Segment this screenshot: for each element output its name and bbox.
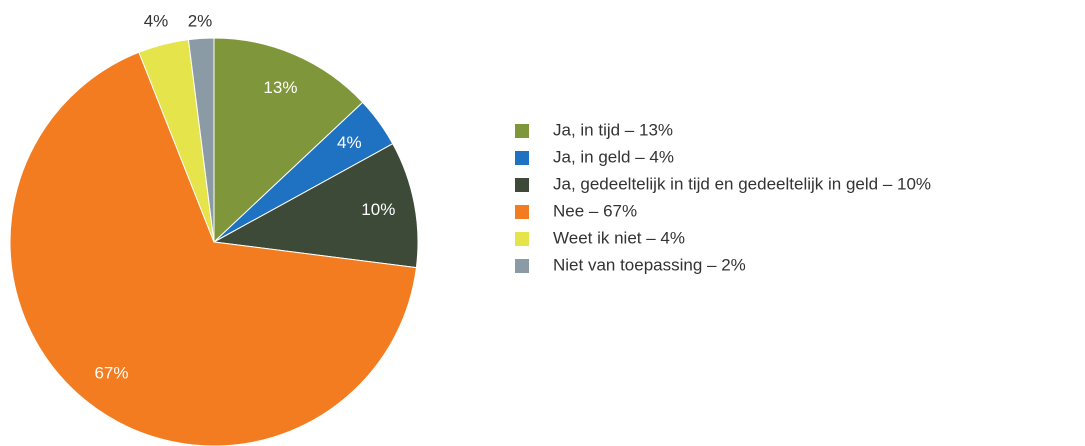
legend-swatch [515,124,529,138]
legend-swatch [515,205,529,219]
data-label: 13% [263,78,297,97]
legend-label: Niet van toepassing – 2% [553,255,746,274]
data-label: 4% [337,133,362,152]
legend-label: Nee – 67% [553,201,637,220]
data-label: 4% [144,11,169,30]
legend-swatch [515,151,529,165]
data-label: 10% [361,200,395,219]
pie-slice [212,143,419,269]
data-label: 2% [188,11,213,30]
legend-swatch [515,178,529,192]
legend-label: Ja, in tijd – 13% [553,120,673,139]
pie-slice [187,37,215,243]
pie-slice [213,37,364,244]
legend-swatch [515,259,529,273]
legend-label: Weet ik niet – 4% [553,228,685,247]
data-label: 67% [94,364,128,383]
pie-slice [9,51,417,446]
legend-label: Ja, gedeeltelijk in tijd en gedeeltelijk… [553,174,931,193]
legend-label: Ja, in geld – 4% [553,147,674,166]
legend-swatch [515,232,529,246]
